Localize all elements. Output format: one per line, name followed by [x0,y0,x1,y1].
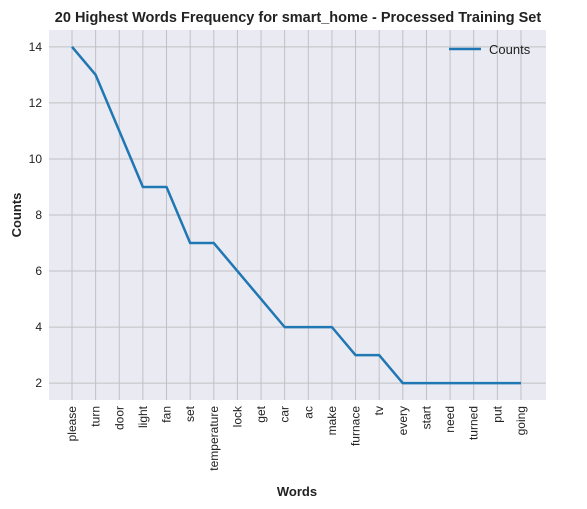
x-tick-label: door [112,406,126,430]
x-tick-label: car [278,406,292,423]
y-tick-label: 6 [35,264,42,278]
x-tick-label: please [65,406,79,442]
x-tick-label: put [490,405,504,422]
x-tick-label: light [136,405,150,428]
chart-title: 20 Highest Words Frequency for smart_hom… [55,10,542,26]
x-tick-label: make [325,406,339,436]
x-tick-label: tv [372,406,386,415]
y-tick-label: 8 [35,208,42,222]
y-axis-label: Counts [9,193,24,238]
x-tick-label: every [396,406,410,435]
x-tick-label: set [183,405,197,422]
y-tick-label: 4 [35,320,42,334]
x-tick-label: going [514,406,528,435]
x-tick-label: ac [301,406,315,419]
y-tick-label: 10 [29,152,43,166]
x-tick-label: fan [160,406,174,423]
x-tick-label: start [419,405,433,429]
y-axis: 2 4 6 8 10 12 14 [29,40,43,390]
y-tick-label: 2 [35,376,42,390]
legend-label: Counts [489,42,531,57]
x-axis-label: Words [277,484,317,499]
x-tick-label: temperature [207,406,221,471]
x-tick-label: need [443,406,457,433]
y-tick-label: 14 [29,40,43,54]
x-tick-label: furnace [349,406,363,446]
y-tick-label: 12 [29,96,43,110]
x-tick-label: lock [230,405,244,427]
x-tick-label: turn [89,406,103,427]
x-tick-label: get [254,405,268,422]
x-axis: please turn door light fan set temperature lock… [65,405,528,471]
x-tick-label: turned [467,406,481,440]
